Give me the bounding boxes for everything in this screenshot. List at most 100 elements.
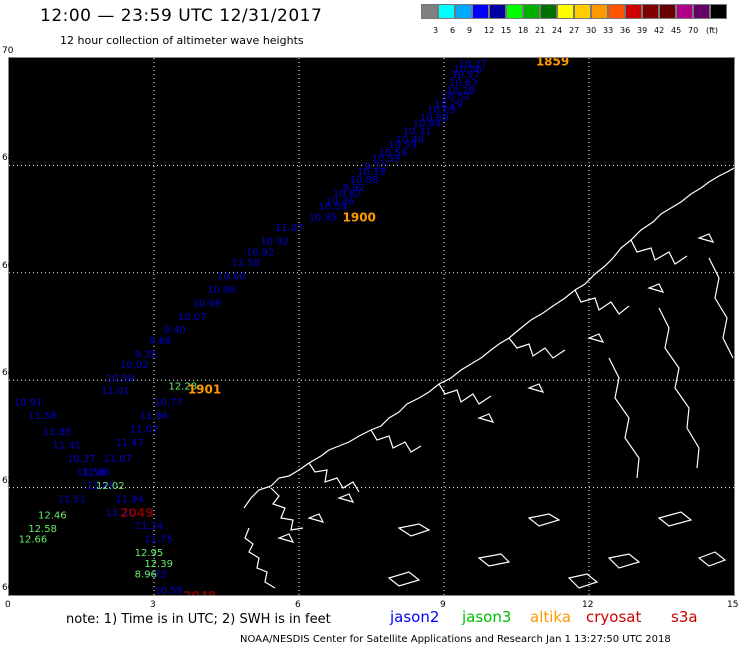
latitude-tick-label: 68: [2, 153, 14, 164]
longitude-tick-label: 0: [5, 600, 11, 610]
coast-fjords-6: [508, 337, 566, 359]
legend-swatch: [438, 4, 455, 19]
wave-height-value: 11.07: [130, 425, 159, 436]
legend-jason3: jason3: [462, 608, 512, 626]
coast-fjords-8: [630, 239, 688, 265]
legend-label: 33: [603, 26, 614, 35]
wave-height-value: 12.02: [96, 481, 125, 492]
legend-cryosat: cryosat: [586, 608, 642, 626]
coastline: [243, 167, 734, 589]
wave-height-value: 11.56: [77, 467, 106, 478]
wave-height-value: 11.94: [115, 494, 144, 505]
wave-height-value: 10.59: [388, 140, 417, 151]
wave-height-value: 11.07: [275, 223, 304, 234]
coast-fjords-5: [438, 383, 492, 405]
coast-fjords-3: [308, 462, 360, 493]
lakes-4: [607, 553, 641, 569]
wave-height-value: 11.58: [231, 258, 260, 269]
wave-height-value: 10.84: [413, 118, 442, 129]
legend-label: 42: [654, 26, 665, 35]
longitude-tick-label: 9: [440, 600, 446, 610]
legend-unit: (ft): [706, 26, 719, 35]
legend-swatch: [642, 4, 659, 19]
wave-height-value: 10.40: [396, 135, 425, 146]
legend-swatch: [574, 4, 591, 19]
wave-height-value: 10.39: [357, 167, 386, 178]
legend-swatch: [591, 4, 608, 19]
wave-height-value: 9.72: [144, 570, 166, 581]
norway-coast-main: [243, 167, 734, 509]
wave-height-value: 8.96: [135, 570, 157, 581]
wave-height-value: 10.54: [379, 148, 408, 159]
legend-label: 36: [620, 26, 631, 35]
wave-height-value: 11.41: [53, 441, 82, 452]
wave-height-value: 11.75: [144, 535, 173, 546]
legend-label: 18: [518, 26, 529, 35]
wave-height-value: 11.58: [28, 411, 57, 422]
wave-height-value: 10.60: [217, 271, 246, 282]
coast-interior-1: [608, 357, 640, 479]
legend-label: 30: [586, 26, 597, 35]
altimeter-map: 10.2710.5610.5710.6310.2810.5210.2910.69…: [9, 58, 734, 595]
wave-height-value: 10.77: [154, 398, 183, 409]
wave-height-value: 10.59: [106, 374, 135, 385]
pass-time-labels: 1859 1900 1901 2049 2048: [120, 58, 569, 595]
legend-altika: altika: [530, 608, 572, 626]
islands-1: [277, 493, 355, 543]
wave-height-value: 10.59: [154, 586, 183, 595]
lakes-5: [657, 511, 693, 527]
units-note: note: 1) Time is in UTC; 2) SWH is in fe…: [66, 612, 331, 627]
longitude-tick-label: 3: [150, 600, 156, 610]
lakes-3: [527, 513, 561, 527]
grid-lines: [9, 58, 734, 595]
longitude-tick-label: 12: [582, 600, 594, 610]
wave-height-value: 10.29: [434, 100, 463, 111]
wave-height-value: 10.31: [403, 126, 432, 137]
legend-s3a: s3a: [671, 608, 698, 626]
legend-label: 39: [637, 26, 648, 35]
legend-label: 27: [569, 26, 580, 35]
legend-label: 6: [450, 26, 456, 35]
wave-height-value: 10.07: [178, 312, 207, 323]
map-subtitle: 12 hour collection of altimeter wave hei…: [60, 34, 304, 47]
legend-label: 24: [552, 26, 563, 35]
wave-height-value: 12.28: [169, 382, 198, 393]
lakes-1: [397, 523, 431, 537]
wave-height-value: 11.07: [103, 454, 132, 465]
wave-height-value: 12.58: [28, 524, 57, 535]
map-plot-area: 10.27 10.56 10.57 10.63 10.28 10.52 10.29 10.69…: [8, 57, 735, 596]
legend-label: 12: [484, 26, 495, 35]
legend-swatch: [659, 4, 676, 19]
lakes-2: [477, 553, 511, 567]
wave-height-value: 9.66: [149, 336, 171, 347]
wave-height-value: 11.85: [43, 427, 72, 438]
latitude-tick-label: 62: [2, 475, 14, 486]
wave-height-value: 11.96: [140, 411, 169, 422]
pass-time-label: 2049: [120, 506, 153, 520]
wave-height-value: 11.89: [86, 481, 115, 492]
wave-height-value: 12.66: [19, 535, 48, 546]
wave-height-value: 10.36: [326, 196, 355, 207]
coast-fjords-7: [574, 289, 630, 315]
latitude-tick-label: 70: [2, 46, 14, 56]
wave-height-value: 10.82: [333, 188, 362, 199]
altimeter-observations: 10.2710.5610.5710.6310.2810.5210.2910.69…: [14, 59, 487, 595]
wave-height-value: 10.91: [14, 398, 43, 409]
footer-credit: NOAA/NESDIS Center for Satellite Applica…: [240, 634, 671, 645]
coast-interior-3: [708, 257, 734, 359]
wave-height-value: 9.72: [364, 161, 386, 172]
legend-label: 9: [467, 26, 473, 35]
legend-label: 21: [535, 26, 546, 35]
wave-height-value: 10.69: [193, 298, 222, 309]
wave-height-value: 10.88: [350, 175, 379, 186]
wave-height-value: 10.98: [207, 285, 236, 296]
legend-swatch: [710, 4, 727, 19]
lakes-6: [387, 571, 421, 587]
islands-3: [647, 233, 715, 293]
wave-height-value: 11.31: [106, 508, 135, 519]
lakes-7: [567, 573, 599, 589]
wave-height-value: 10.59: [372, 153, 401, 164]
legend-jason2: jason2: [390, 608, 440, 626]
pass-time-label: 1901: [188, 382, 221, 396]
wave-height-value: 10.85: [309, 212, 338, 223]
